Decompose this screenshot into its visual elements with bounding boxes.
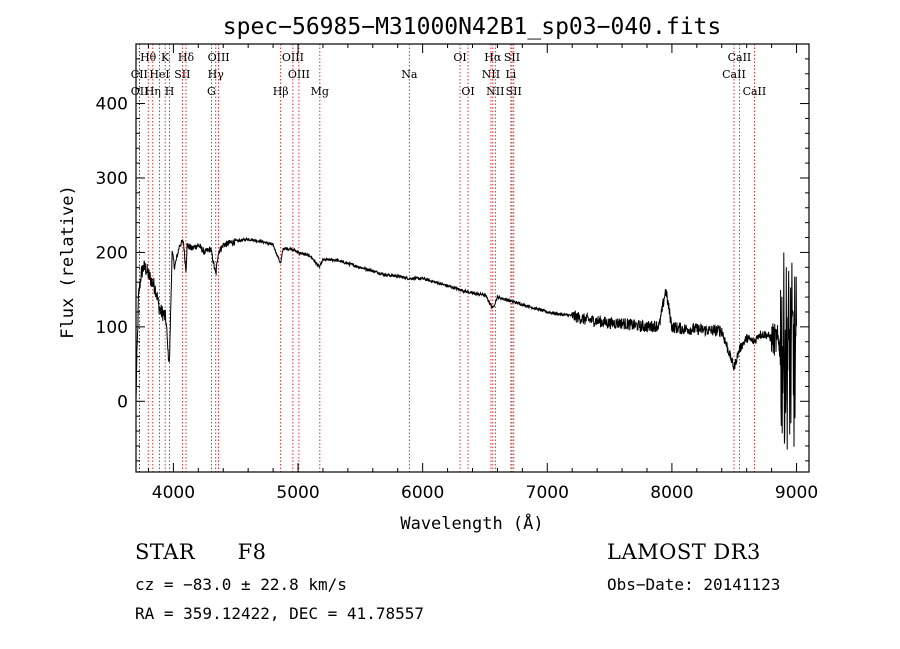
- y-tick-label: 0: [117, 392, 128, 412]
- spectral-line-label: G: [207, 85, 216, 98]
- x-tick-label: 8000: [650, 483, 693, 503]
- spectral-line-label: SII: [504, 51, 520, 64]
- spectral-line-label: CII: [131, 68, 148, 81]
- spectral-line-label: OIII: [208, 51, 230, 64]
- spectral-line-label: CaII: [728, 51, 752, 64]
- survey-name: LAMOST DR3: [607, 540, 761, 564]
- spectral-line-label: Li: [505, 68, 516, 81]
- spectral-line-label: Na: [401, 68, 418, 81]
- obs-date: Obs−Date: 20141123: [607, 575, 781, 594]
- object-class: STAR: [135, 540, 196, 564]
- spectral-line-label: Hθ: [140, 51, 157, 64]
- x-tick-label: 5000: [276, 483, 319, 503]
- y-axis-label: Flux (relative): [58, 185, 78, 339]
- spectral-line-label: Hα: [484, 51, 502, 64]
- spectral-line-label: Hδ: [178, 51, 195, 64]
- spectral-line-label: Mg: [311, 85, 329, 98]
- spectral-line-label: H: [165, 85, 175, 98]
- y-tick-label: 400: [96, 95, 128, 115]
- spectral-line-label: K: [161, 51, 170, 64]
- spectral-line-label: NII: [482, 68, 500, 81]
- y-tick-label: 100: [96, 318, 128, 338]
- spectral-line-label: Hγ: [208, 68, 225, 81]
- plot-frame: [135, 43, 810, 473]
- object-subclass: F8: [237, 540, 267, 564]
- spectral-line-label: OI: [453, 51, 466, 64]
- y-tick-label: 300: [96, 169, 128, 189]
- spectral-line-label: SII: [506, 85, 522, 98]
- x-tick-label: 7000: [526, 483, 569, 503]
- spectral-line-label: CaII: [722, 68, 746, 81]
- x-tick-label: 6000: [401, 483, 444, 503]
- spectral-line-label: SII: [174, 68, 190, 81]
- spectral-line-label: NII: [486, 85, 504, 98]
- spectral-line-label: OIII: [282, 51, 304, 64]
- chart-title: spec−56985−M31000N42B1_sp03−040.fits: [223, 14, 722, 40]
- spectral-line-label: OI: [461, 85, 474, 98]
- x-axis-label: Wavelength (Å): [400, 512, 543, 534]
- spectral-line-label: OII: [131, 85, 149, 98]
- spectrum-line: [135, 236, 797, 450]
- redshift-info: cz = −83.0 ± 22.8 km/s: [135, 575, 347, 594]
- spectral-line-label: Hη: [145, 85, 161, 98]
- spectral-line-label: CaII: [743, 85, 767, 98]
- coordinates-info: RA = 359.12422, DEC = 41.78557: [135, 604, 424, 623]
- axis-ticks: 4000 5000 6000 7000 8000 9000 0 100 200 300 400: [96, 43, 818, 503]
- spectral-line-label: Hβ: [273, 85, 289, 98]
- y-tick-label: 200: [96, 243, 128, 263]
- spectral-line-markers: [138, 44, 755, 472]
- x-tick-label: 4000: [152, 483, 195, 503]
- spectral-line-label: HeI: [149, 68, 169, 81]
- x-tick-label: 9000: [775, 483, 818, 503]
- spectrum-layer: [135, 236, 797, 450]
- spectral-line-label: OIII: [288, 68, 310, 81]
